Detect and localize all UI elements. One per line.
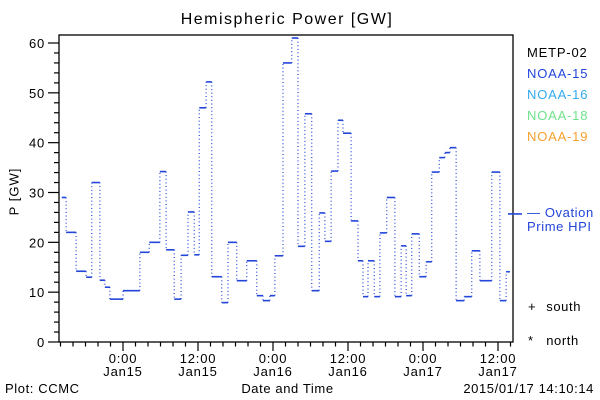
x-axis-title: Date and Time bbox=[241, 381, 334, 396]
marker-legend-north: * north bbox=[528, 333, 579, 348]
y-tick-label: 60 bbox=[29, 36, 45, 51]
satellite-legend: METP-02 NOAA-15 NOAA-16 NOAA-18 NOAA-19 bbox=[527, 44, 588, 149]
y-tick-label: 20 bbox=[29, 235, 45, 250]
x-tick-date-label: Jan16 bbox=[328, 364, 367, 379]
x-tick-date-label: Jan16 bbox=[253, 364, 292, 379]
y-tick-label: 40 bbox=[29, 136, 45, 151]
plot-timestamp: 2015/01/17 14:10:14 bbox=[463, 381, 594, 396]
legend-item-noaa-16: NOAA-16 bbox=[527, 87, 589, 102]
x-tick-date-label: Jan17 bbox=[403, 364, 442, 379]
x-tick-time-label: 12:00 bbox=[330, 351, 367, 366]
x-tick-time-label: 0:00 bbox=[109, 351, 138, 366]
y-tick-label: 0 bbox=[37, 335, 45, 350]
marker-legend-north-label: north bbox=[546, 333, 579, 348]
x-tick-date-label: Jan15 bbox=[103, 364, 142, 379]
y-tick-label: 10 bbox=[29, 285, 45, 300]
plus-marker-icon: + bbox=[528, 299, 537, 314]
marker-legend-south: + south bbox=[528, 299, 581, 314]
ovation-line-label-2: Prime HPI bbox=[527, 219, 592, 234]
legend-item-noaa-18: NOAA-18 bbox=[527, 108, 589, 123]
x-tick-date-label: Jan17 bbox=[478, 364, 517, 379]
ovation-line-legend: — Ovation Prime HPI bbox=[527, 206, 594, 234]
plot-source-label: Plot: CCMC bbox=[5, 381, 80, 396]
ovation-line-label-1: Ovation bbox=[544, 205, 594, 220]
chart-title: Hemispheric Power [GW] bbox=[180, 11, 394, 28]
plot-frame bbox=[58, 34, 514, 343]
legend-item-noaa-15: NOAA-15 bbox=[527, 66, 589, 81]
asterisk-marker-icon: * bbox=[528, 333, 534, 348]
x-tick-time-label: 0:00 bbox=[259, 351, 288, 366]
x-tick-time-label: 12:00 bbox=[480, 351, 517, 366]
x-tick-time-label: 12:00 bbox=[180, 351, 217, 366]
x-tick-time-label: 0:00 bbox=[409, 351, 438, 366]
marker-legend-south-label: south bbox=[546, 299, 582, 314]
y-tick-label: 30 bbox=[29, 186, 45, 201]
legend-item-noaa-19: NOAA-19 bbox=[527, 129, 589, 144]
ovation-line-swatch: — bbox=[527, 205, 541, 220]
legend-item-metp-02: METP-02 bbox=[527, 45, 588, 60]
x-tick-date-label: Jan15 bbox=[178, 364, 217, 379]
y-tick-label: 50 bbox=[29, 86, 45, 101]
